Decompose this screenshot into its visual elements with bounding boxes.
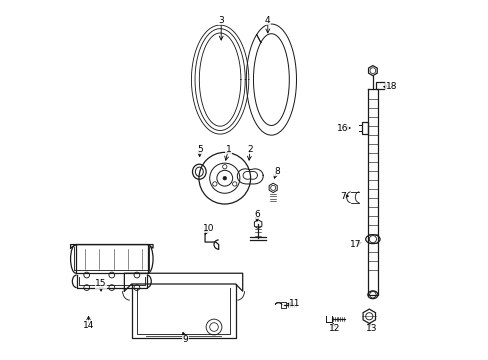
Text: 18: 18 [385, 82, 396, 91]
Text: 13: 13 [366, 324, 377, 333]
Text: 4: 4 [264, 16, 270, 25]
Text: 16: 16 [337, 123, 348, 132]
Text: 12: 12 [328, 324, 339, 333]
Text: 11: 11 [288, 299, 300, 308]
Text: 3: 3 [218, 16, 224, 25]
Text: 8: 8 [273, 167, 279, 176]
Text: 5: 5 [196, 145, 202, 154]
Text: 6: 6 [254, 210, 260, 219]
Text: 17: 17 [349, 240, 361, 249]
Bar [281, 302, 285, 308]
Text: 1: 1 [225, 145, 231, 154]
Circle shape [223, 176, 226, 180]
Text: 14: 14 [82, 321, 94, 330]
Text: 10: 10 [203, 224, 214, 233]
Text: 2: 2 [246, 145, 252, 154]
Bar [376, 82, 385, 89]
Text: 7: 7 [340, 192, 346, 201]
Text: 9: 9 [182, 335, 188, 344]
Text: 15: 15 [95, 279, 106, 288]
